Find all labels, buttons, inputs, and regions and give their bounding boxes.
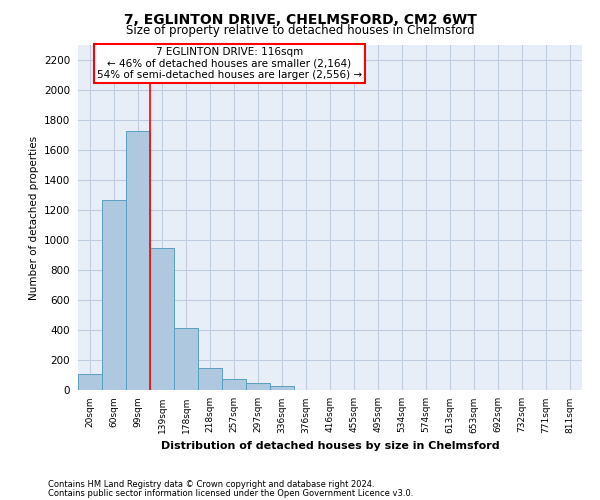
Text: 7, EGLINTON DRIVE, CHELMSFORD, CM2 6WT: 7, EGLINTON DRIVE, CHELMSFORD, CM2 6WT: [124, 12, 476, 26]
Text: 7 EGLINTON DRIVE: 116sqm
← 46% of detached houses are smaller (2,164)
54% of sem: 7 EGLINTON DRIVE: 116sqm ← 46% of detach…: [97, 46, 362, 80]
Bar: [150, 248, 174, 390]
Bar: [246, 383, 270, 390]
Bar: [222, 379, 246, 390]
Text: Contains public sector information licensed under the Open Government Licence v3: Contains public sector information licen…: [48, 488, 413, 498]
Bar: [198, 368, 222, 390]
Y-axis label: Number of detached properties: Number of detached properties: [29, 136, 38, 300]
Bar: [126, 130, 150, 390]
X-axis label: Distribution of detached houses by size in Chelmsford: Distribution of detached houses by size …: [161, 441, 499, 451]
Bar: [102, 200, 126, 390]
Text: Contains HM Land Registry data © Crown copyright and database right 2024.: Contains HM Land Registry data © Crown c…: [48, 480, 374, 489]
Bar: [270, 386, 294, 390]
Text: Size of property relative to detached houses in Chelmsford: Size of property relative to detached ho…: [125, 24, 475, 37]
Bar: [174, 328, 198, 390]
Bar: [78, 374, 102, 390]
